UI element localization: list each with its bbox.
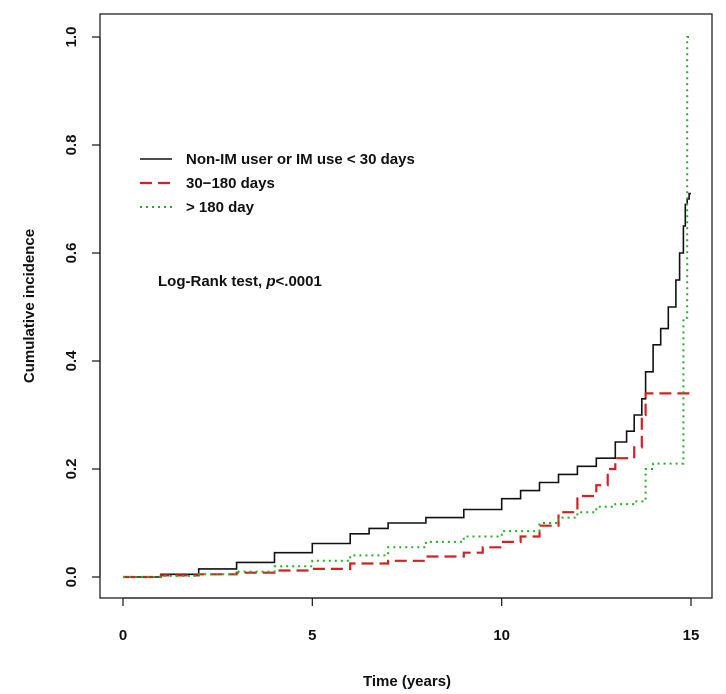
y-tick-label-3: 0.6 — [63, 243, 80, 264]
y-tick-label-1: 0.2 — [63, 459, 80, 480]
series-line-1 — [123, 392, 691, 579]
x-tick-label-1: 5 — [308, 627, 316, 644]
annotation-prefix: Log-Rank test, — [158, 273, 266, 290]
y-tick-label-5: 1.0 — [63, 27, 80, 48]
log-rank-annotation: Log-Rank test, p<.0001 — [158, 273, 322, 290]
series-layer — [123, 36, 691, 579]
legend-label-0: Non-IM user or IM use < 30 days — [186, 151, 415, 168]
y-axis: 0.0 0.2 0.4 0.6 0.8 1.0 — [63, 27, 101, 588]
x-tick-label-2: 10 — [493, 627, 510, 644]
plot-frame — [99, 13, 713, 599]
x-axis: 0 5 10 15 — [119, 597, 700, 644]
annotation-suffix: <.0001 — [276, 273, 322, 290]
y-tick-label-0: 0.0 — [63, 567, 80, 588]
legend-label-2: > 180 day — [186, 199, 255, 216]
legend: Non-IM user or IM use < 30 days 30−180 da… — [140, 151, 415, 216]
y-axis-title: Cumulative incidence — [21, 229, 38, 383]
legend-label-1: 30−180 days — [186, 175, 275, 192]
y-tick-label-2: 0.4 — [63, 350, 80, 372]
annotation-p: p — [265, 273, 275, 290]
y-tick-label-4: 0.8 — [63, 135, 80, 156]
series-line-0 — [123, 192, 691, 578]
x-tick-label-0: 0 — [119, 627, 127, 644]
x-tick-label-3: 15 — [683, 627, 700, 644]
series-line-2 — [123, 36, 691, 578]
x-axis-title: Time (years) — [363, 673, 451, 690]
